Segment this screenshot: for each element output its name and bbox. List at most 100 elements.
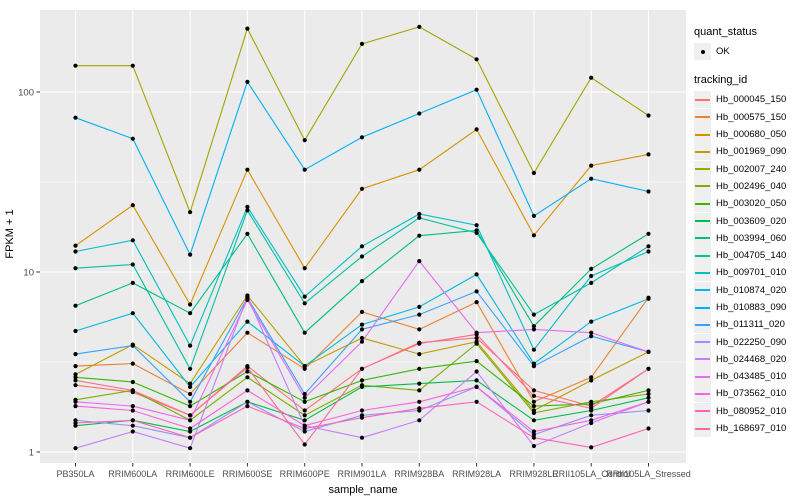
data-point (302, 399, 307, 404)
legend-key-swatch (694, 368, 711, 386)
data-point (417, 366, 422, 371)
legend-item-label: Hb_001969_090 (716, 146, 787, 158)
data-point (245, 375, 250, 380)
data-point (245, 208, 250, 213)
data-point (646, 249, 651, 254)
legend-key-swatch (694, 299, 711, 316)
legend-item-label: Hb_000045_150 (716, 94, 787, 106)
data-point (302, 167, 307, 172)
data-point (589, 319, 594, 324)
data-point (359, 135, 365, 140)
data-point (531, 410, 537, 415)
data-point (302, 418, 307, 423)
legend-key-swatch (694, 91, 711, 109)
data-point (417, 352, 422, 357)
data-point (474, 127, 479, 132)
data-point (302, 138, 307, 143)
x-tick-label: RRII105LA_Stressed (606, 469, 691, 479)
data-point (474, 223, 479, 228)
legend-item-Hb_168697_010: Hb_168697_010 (694, 420, 800, 438)
legend-item-label: Hb_000680_050 (716, 129, 787, 141)
x-tick-label: RRIM600PE (280, 469, 330, 479)
data-point (474, 399, 479, 404)
data-point (531, 347, 537, 352)
data-point (531, 327, 537, 332)
legend-item-Hb_010883_090: Hb_010883_090 (694, 299, 800, 316)
data-point (531, 404, 537, 409)
data-point (245, 369, 250, 374)
data-point (130, 238, 135, 243)
data-point (245, 404, 250, 409)
legend-item-label: Hb_073562_010 (716, 388, 787, 400)
legend-item-label: Hb_009701_010 (716, 267, 787, 279)
data-point (417, 327, 422, 332)
data-point (417, 215, 422, 220)
y-tick-label: 1 (29, 448, 34, 459)
data-point (188, 311, 193, 316)
data-point (73, 364, 78, 369)
data-point (73, 383, 78, 388)
legend-item-label: Hb_002496_040 (716, 180, 787, 192)
data-point (245, 26, 250, 31)
data-point (646, 152, 651, 157)
data-point (188, 413, 193, 418)
data-point (302, 413, 307, 418)
data-point (245, 319, 250, 324)
data-point (531, 213, 537, 218)
data-point (589, 334, 594, 339)
data-point (188, 418, 193, 423)
data-point (417, 111, 422, 116)
legend-key-swatch (694, 264, 711, 282)
legend-item-label: Hb_003020_050 (716, 198, 787, 210)
data-point (417, 233, 422, 238)
data-point (359, 339, 365, 344)
data-point (417, 341, 422, 346)
data-point (589, 163, 594, 168)
x-tick-label: RRIM600LA (108, 469, 157, 479)
x-tick-label: PB350LA (56, 469, 94, 479)
data-point (359, 254, 365, 259)
data-point (531, 435, 537, 440)
data-point (188, 343, 193, 348)
data-point (417, 304, 422, 309)
legend-key-swatch (694, 212, 711, 230)
data-point (589, 413, 594, 418)
data-point (474, 57, 479, 62)
data-point (302, 426, 307, 431)
data-point (188, 252, 193, 257)
data-point (130, 280, 135, 285)
data-point (245, 204, 250, 209)
data-point (245, 294, 250, 299)
data-point (73, 303, 78, 308)
legend-key-swatch (694, 350, 711, 368)
data-point (245, 330, 250, 335)
legend-item-label: Hb_168697_010 (716, 423, 787, 435)
data-point (188, 384, 193, 389)
data-point (130, 203, 135, 208)
legend-item-Hb_000575_150: Hb_000575_150 (694, 108, 800, 126)
y-axis-title: FPKM + 1 (4, 209, 16, 259)
data-point (73, 63, 78, 68)
legend-item-label: Hb_022250_090 (716, 336, 787, 348)
legend-key-swatch (694, 385, 711, 403)
data-point (589, 418, 594, 423)
data-point (302, 364, 307, 369)
legend-key-swatch (694, 402, 711, 420)
x-tick-label: RRII105LA_Control (552, 469, 630, 479)
data-point (474, 341, 479, 346)
x-tick-label: RRIM928BA (394, 469, 444, 479)
x-tick-label: RRIM901LA (337, 469, 386, 479)
data-point (474, 369, 479, 374)
data-point (417, 406, 422, 411)
data-point (589, 176, 594, 181)
legend-item-Hb_003609_020: Hb_003609_020 (694, 212, 800, 230)
data-point (73, 399, 78, 404)
data-point (474, 359, 479, 364)
data-point (646, 244, 651, 249)
data-point (73, 372, 78, 377)
data-point (474, 300, 479, 305)
legend-item-Hb_009701_010: Hb_009701_010 (694, 264, 800, 282)
data-point (589, 273, 594, 279)
data-point (359, 322, 365, 327)
